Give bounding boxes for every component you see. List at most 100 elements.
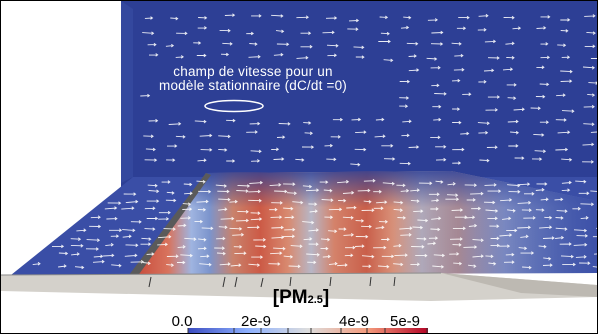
velocity-arrow <box>234 251 247 255</box>
velocity-arrow <box>347 27 359 31</box>
velocity-arrow <box>378 39 391 44</box>
colorbar-title-main: [PM <box>272 287 308 308</box>
velocity-arrow <box>506 56 515 60</box>
velocity-arrow <box>531 157 543 161</box>
velocity-arrow <box>271 147 280 152</box>
velocity-arrow <box>196 180 206 184</box>
velocity-arrow <box>148 53 159 57</box>
velocity-arrow <box>180 253 193 258</box>
velocity-arrow <box>237 184 251 188</box>
velocity-arrow <box>452 226 466 231</box>
ground-strip-shade <box>441 273 597 297</box>
velocity-arrow <box>168 122 182 126</box>
velocity-arrow <box>103 253 115 258</box>
velocity-arrow <box>452 161 462 165</box>
velocity-arrow <box>535 94 546 99</box>
velocity-arrow <box>462 92 472 96</box>
velocity-arrow <box>517 225 531 230</box>
velocity-arrow <box>555 216 564 220</box>
velocity-arrow <box>477 121 490 126</box>
velocity-arrow <box>362 264 372 269</box>
velocity-arrow <box>276 135 286 139</box>
velocity-arrow <box>284 227 296 232</box>
colorbar-title-end: ] <box>322 287 330 308</box>
velocity-arrow <box>536 182 548 186</box>
velocity-arrow <box>319 180 329 184</box>
velocity-arrow <box>269 207 278 212</box>
velocity-arrow <box>147 42 157 47</box>
velocity-arrow <box>514 156 525 160</box>
velocity-arrow <box>214 246 225 250</box>
velocity-arrow <box>216 251 226 256</box>
velocity-arrow <box>199 262 212 267</box>
velocity-arrow <box>233 245 243 249</box>
velocity-arrow <box>93 254 104 259</box>
colorbar-title: [PM2.5] <box>231 287 371 309</box>
velocity-arrow <box>323 188 333 193</box>
velocity-arrow <box>286 191 297 196</box>
velocity-arrow <box>377 264 390 269</box>
velocity-arrow <box>557 43 567 48</box>
velocity-arrow <box>177 245 186 249</box>
velocity-arrow <box>466 198 476 202</box>
velocity-arrow <box>322 254 331 259</box>
velocity-arrow <box>458 15 470 20</box>
velocity-arrow <box>588 81 597 85</box>
velocity-arrow <box>166 254 179 258</box>
velocity-arrow <box>180 216 191 220</box>
velocity-arrow <box>590 131 597 133</box>
velocity-arrow <box>543 257 552 261</box>
velocity-arrow <box>560 29 569 33</box>
velocity-arrow <box>464 183 477 187</box>
slab-edge <box>129 173 211 277</box>
velocity-arrow <box>394 253 408 257</box>
velocity-arrow <box>559 242 572 246</box>
velocity-arrow <box>175 55 184 59</box>
velocity-arrow <box>148 189 160 194</box>
ground-line <box>1 272 442 276</box>
velocity-arrow <box>320 237 331 242</box>
velocity-arrow <box>573 228 588 233</box>
velocity-arrow <box>222 42 233 46</box>
velocity-arrow <box>533 133 545 137</box>
velocity-arrow <box>381 254 395 259</box>
velocity-arrow <box>326 44 339 48</box>
velocity-arrow <box>236 189 249 193</box>
velocity-arrow <box>251 255 264 259</box>
velocity-arrow <box>363 178 376 183</box>
velocity-arrow <box>518 246 528 251</box>
velocity-arrow <box>176 31 188 36</box>
colorbar-tick-label: 2e-9 <box>240 313 272 330</box>
velocity-arrow <box>488 262 497 266</box>
velocity-arrow <box>320 246 329 251</box>
velocity-arrow <box>399 226 413 230</box>
velocity-arrow <box>144 16 154 20</box>
velocity-arrow <box>428 192 440 197</box>
velocity-arrow <box>530 106 541 111</box>
velocity-arrow <box>402 119 412 124</box>
velocity-arrow <box>590 190 597 192</box>
velocity-arrow <box>183 182 193 187</box>
velocity-arrow <box>451 42 462 46</box>
velocity-arrow <box>426 57 438 61</box>
velocity-arrow <box>472 238 484 243</box>
velocity-arrow <box>302 184 313 189</box>
velocity-arrow <box>104 206 118 210</box>
velocity-arrow <box>578 191 590 196</box>
velocity-arrow <box>478 13 489 18</box>
velocity-arrow <box>584 44 596 49</box>
velocity-arrow <box>382 181 395 186</box>
velocity-arrow <box>505 252 515 257</box>
velocity-arrow <box>408 145 420 149</box>
velocity-arrow <box>447 182 456 186</box>
velocity-arrow <box>182 202 192 206</box>
velocity-arrow <box>505 41 515 46</box>
velocity-arrow <box>396 183 406 188</box>
velocity-arrow <box>235 218 249 223</box>
velocity-arrow <box>464 215 476 220</box>
velocity-arrow <box>430 65 441 70</box>
velocity-arrow <box>540 42 549 46</box>
velocity-arrow <box>273 246 286 251</box>
velocity-arrow <box>326 157 337 162</box>
velocity-arrow <box>177 223 187 228</box>
